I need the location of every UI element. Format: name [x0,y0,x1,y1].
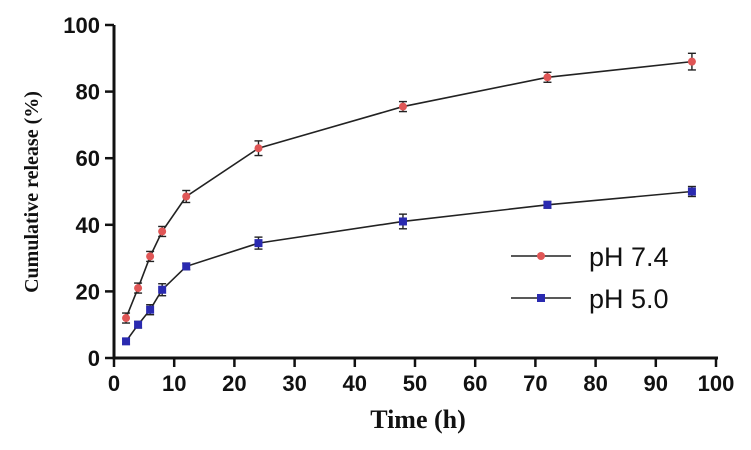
legend: pH 7.4 pH 5.0 [511,242,669,314]
series-ph-5-0-point-marker [182,262,191,271]
series-ph-5-0-point-marker [687,187,696,196]
series-ph-5-0-point-marker [254,239,263,248]
x-tick-label: 70 [523,371,547,396]
series-ph-7-4-point-marker [254,144,263,153]
y-axis-title: Cumulative release (%) [21,91,43,293]
x-axis-title: Time (h) [370,405,466,434]
y-tick-label: 80 [76,80,100,105]
series-ph-7-4-point-marker [543,73,552,82]
x-tick-label: 100 [698,371,735,396]
x-tick-label: 90 [644,371,668,396]
y-tick-label: 40 [76,213,100,238]
x-tick-label: 60 [463,371,487,396]
series-ph-7-4-point-marker [398,102,407,111]
y-tick-label: 100 [63,13,100,38]
series-ph-5-0-point-marker [122,337,131,346]
x-tick-label: 0 [108,371,120,396]
series-ph-5-0-point-marker [158,285,167,294]
legend-item-ph-5-0: pH 5.0 [511,284,669,314]
x-tick-label: 80 [583,371,607,396]
legend-item-ph-7-4-marker [537,252,545,260]
x-tick-label: 20 [222,371,246,396]
series-ph-7-4-point-marker [687,57,696,66]
series-ph-7-4-point-marker [158,227,167,236]
series-ph-5-0-point-marker [146,305,155,314]
x-tick-label: 50 [403,371,427,396]
series-ph-7-4-point-marker [146,252,155,261]
legend-item-ph-5-0-label: pH 5.0 [589,284,669,314]
series-ph-7-4-point-marker [122,314,131,323]
series-group [122,52,696,346]
series-ph-5-0-point-marker [543,200,552,209]
series-ph-5-0 [122,185,696,346]
series-ph-5-0-point-marker [134,320,143,329]
series-ph-7-4-line [125,60,693,319]
x-tick-label: 40 [343,371,367,396]
series-ph-5-0-point-marker [398,217,407,226]
y-tick-label: 0 [88,346,100,371]
legend-item-ph-7-4: pH 7.4 [511,242,669,272]
series-ph-7-4-point-marker [182,192,191,201]
x-tick-label: 10 [162,371,186,396]
axes: 0 10 20 30 40 50 60 70 80 90 100 0 20 40 60 80 100 [63,13,734,396]
y-tick-label: 60 [76,146,100,171]
series-ph-7-4-point-marker [134,284,143,293]
legend-item-ph-5-0-marker [537,294,545,302]
legend-item-ph-7-4-label: pH 7.4 [589,242,669,272]
series-ph-7-4 [122,52,696,324]
x-tick-label: 30 [282,371,306,396]
y-tick-label: 20 [76,279,100,304]
